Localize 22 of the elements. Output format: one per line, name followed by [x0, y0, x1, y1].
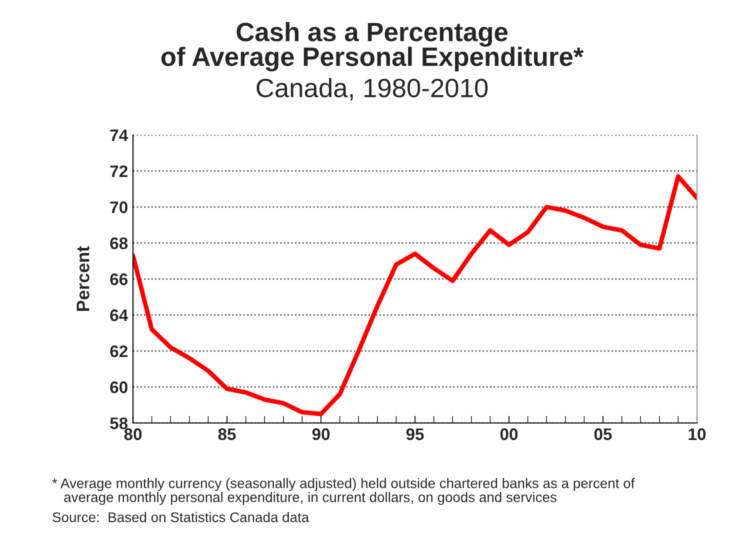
y-tick-label: 66	[110, 273, 128, 286]
y-tick-label: 64	[110, 309, 128, 322]
x-tick-label: 85	[218, 428, 236, 440]
x-tick-label: 00	[500, 428, 518, 440]
y-tick-label: 74	[110, 130, 128, 142]
x-tick-label: 95	[406, 428, 424, 440]
y-tick-label: 70	[110, 201, 128, 214]
source-note: Source: Based on Statistics Canada data	[52, 512, 310, 522]
x-tick-label: 05	[594, 428, 612, 440]
text: * Average monthly currency (seasonally adjusted) held outside chartered banks as a percent of average monthly personal expenditure, in current dollars, on goods and services	[52, 478, 635, 505]
y-tick-label: 58	[110, 417, 128, 430]
y-tick-label: 60	[110, 381, 128, 394]
y-axis-title: Percent	[76, 246, 90, 311]
x-tick-label: 80	[124, 428, 142, 440]
x-tick-label: 90	[312, 428, 330, 440]
y-tick-label: 68	[110, 237, 128, 250]
x-tick-label: 10	[688, 428, 706, 440]
chart-subtitle: Canada, 1980-2010	[256, 78, 488, 100]
y-tick-label: 62	[110, 345, 128, 358]
line-series	[133, 174, 697, 416]
chart-title: Cash as a Percentage of Average Personal Expenditure*	[161, 22, 584, 72]
y-tick-label: 72	[110, 165, 128, 178]
